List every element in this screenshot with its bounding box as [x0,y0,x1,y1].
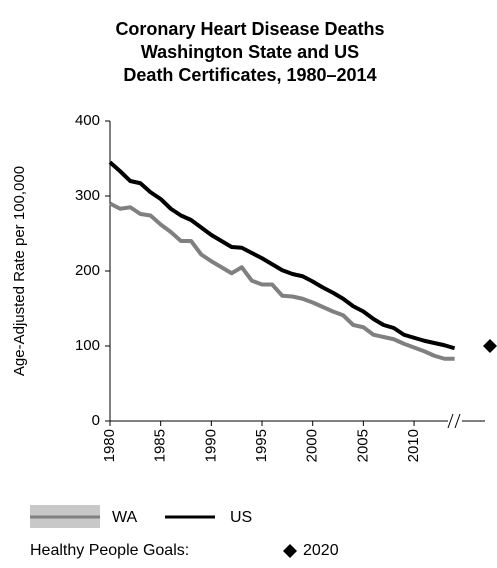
axis-break [454,413,461,429]
x-tick-label: 1980 [101,429,118,462]
goal-legend-name: 2020 [303,542,339,559]
goal-legend-label: Healthy People Goals: [30,542,189,559]
chart-title: Washington State and US [141,42,359,62]
x-tick-label: 1990 [202,429,219,462]
x-tick-label: 2010 [405,429,422,462]
goal-marker [483,339,497,353]
chart-title: Death Certificates, 1980–2014 [123,65,376,85]
legend-label: US [230,509,252,526]
y-tick-label: 300 [75,187,100,204]
chart-title: Coronary Heart Disease Deaths [115,19,384,39]
legend-label: WA [112,509,138,526]
x-tick-label: 2005 [354,429,371,462]
y-axis-label: Age-Adjusted Rate per 100,000 [11,166,28,376]
x-tick-label: 1995 [253,429,270,462]
x-tick-label: 1985 [152,429,169,462]
y-tick-label: 100 [75,337,100,354]
axis-break [447,413,454,429]
x-tick-label: 2000 [304,429,321,462]
y-tick-label: 0 [92,412,100,429]
goal-legend-marker [283,544,297,558]
line-series [108,160,456,351]
y-tick-label: 200 [75,262,100,279]
line-series [109,201,455,361]
y-tick-label: 400 [75,112,100,129]
